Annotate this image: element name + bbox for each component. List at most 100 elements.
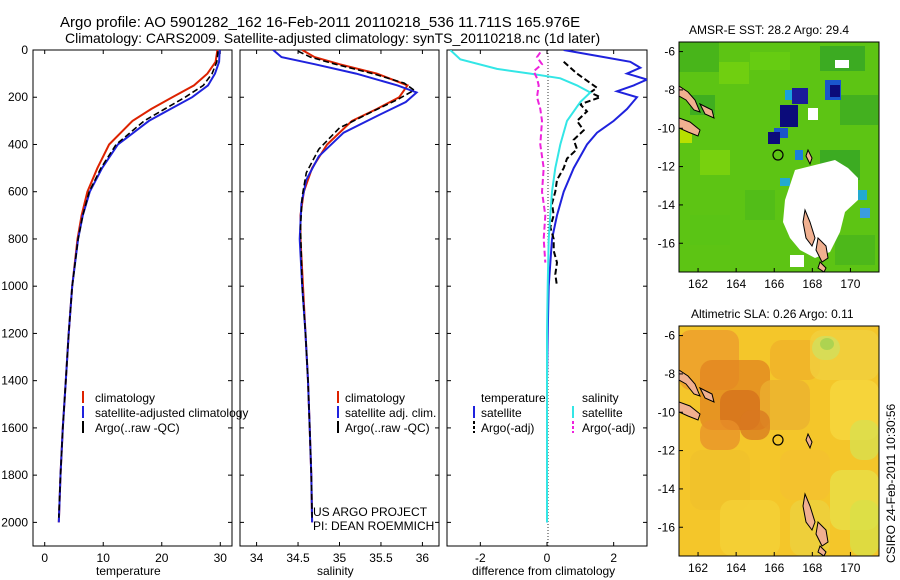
series-line-2 [58,51,219,518]
sla-map-title: Altimetric SLA: 0.26 Argo: 0.11 [691,307,854,321]
island-shape [679,401,701,421]
island-shape [802,208,816,248]
depth-tick-label: 800 [8,232,28,246]
sst-cell [795,150,803,160]
sst-cell [745,190,775,220]
island-shape [815,520,829,547]
sst-no-data-region [783,160,858,258]
x-tick-label: 2 [610,551,617,565]
legend-climatology-label: climatology [95,391,155,405]
legend-argo-label: Argo(..raw -QC) [345,421,430,435]
legend-satellite-label: satellite adj. clim. [345,406,436,420]
map-y-tick-label: -8 [664,367,675,381]
depth-tick-label: 600 [8,185,28,199]
x-tick-label: 0 [41,551,48,565]
argo-float-marker [772,434,784,446]
series-line-2 [449,50,592,523]
legend-salinity-title: salinity [582,391,619,405]
sst-map-title: AMSR-E SST: 28.2 Argo: 29.4 [689,23,849,37]
map-y-tick-label: -6 [664,329,675,343]
map-y-tick-label: -14 [658,482,676,496]
project-pi: PI: DEAN ROEMMICH [313,519,434,533]
sst-no-data-cell [808,108,818,120]
series-line-2 [297,50,416,518]
legend-sal-satellite-label: satellite [582,406,623,420]
argo-float-marker [772,149,784,161]
sla-cell [820,338,834,350]
project-name: US ARGO PROJECT [313,505,428,519]
sst-cell [835,235,875,265]
series-line-3 [532,51,547,263]
sst-cell [679,42,719,72]
legend-argo-label: Argo(..raw -QC) [95,421,180,435]
depth-tick-label: 2000 [1,515,28,529]
map-x-tick-label: 164 [726,561,746,575]
sla-cell [690,450,750,510]
x-tick-label: 34.5 [286,551,310,565]
x-tick-label: 34 [250,551,264,565]
x-tick-label: 35.5 [369,551,393,565]
island-shape [805,148,813,166]
island-shape [817,545,827,556]
map-y-tick-label: -16 [658,520,676,534]
sla-cell [740,410,770,440]
sst-cell [750,52,790,70]
island-shape [679,117,701,137]
map-x-tick-label: 168 [802,277,822,291]
depth-tick-label: 400 [8,137,28,151]
sst-cell [774,128,788,138]
sla-map-frame [678,325,880,557]
sst-cell [860,208,870,218]
x-axis-ticks: 0 10 20 30 34 34.5 35 35.5 36 -2 0 2 [41,50,617,565]
sla-cell [720,500,780,556]
x-tick-label: 10 [97,551,111,565]
map-x-tick-label: 166 [764,277,784,291]
sst-cell [700,150,730,175]
sla-map [679,326,879,556]
map-y-tick-label: -12 [658,160,676,174]
map-x-tick-label: 170 [840,561,860,575]
island-shape [805,432,813,450]
sst-cell [855,190,867,200]
legend-climatology-label: climatology [345,391,405,405]
salinity-legend: climatology satellite adj. clim. Argo(..… [337,391,436,435]
sst-cell [840,95,878,125]
depth-tick-label: 1200 [1,326,28,340]
sst-cell [690,215,730,245]
sla-cell [780,450,830,500]
temperature-plot-frame [32,49,233,547]
island-shape [817,261,827,272]
sla-cell [770,340,820,380]
series-line-0 [546,50,647,523]
difference-series [449,50,647,523]
salinity-series [272,50,419,523]
map-y-tick-label: -14 [658,198,676,212]
sst-cell [830,85,840,97]
island-shape [679,85,701,113]
temperature-axis-label: temperature [96,564,161,578]
legend-satellite-label: satellite-adjusted climatology [95,406,248,420]
sst-no-data-cell [790,255,804,267]
map-x-tick-label: 164 [726,277,746,291]
x-tick-label: -2 [475,551,486,565]
series-line-0 [57,50,219,523]
island-shape [698,386,715,403]
depth-tick-label: 1000 [1,279,28,293]
sla-cell [850,500,879,556]
map-y-tick-label: -12 [658,444,676,458]
sst-cell [785,90,795,100]
map-y-tick-label: -10 [658,121,676,135]
x-tick-label: 20 [155,551,169,565]
sst-map [679,42,879,272]
map-y-tick-label: -8 [664,83,675,97]
sst-cell [719,62,749,84]
depth-tick-label: 0 [21,43,28,57]
map-x-tick-label: 162 [688,277,708,291]
sst-map-frame [678,41,880,273]
difference-legend: temperature satellite Argo(-adj) salinit… [473,391,635,435]
figure-title-line-2: Climatology: CARS2009. Satellite-adjuste… [65,30,600,46]
island-shape [698,102,715,119]
salinity-axis-label: salinity [317,564,354,578]
depth-tick-label: 1600 [1,421,28,435]
depth-tick-label: 1800 [1,468,28,482]
